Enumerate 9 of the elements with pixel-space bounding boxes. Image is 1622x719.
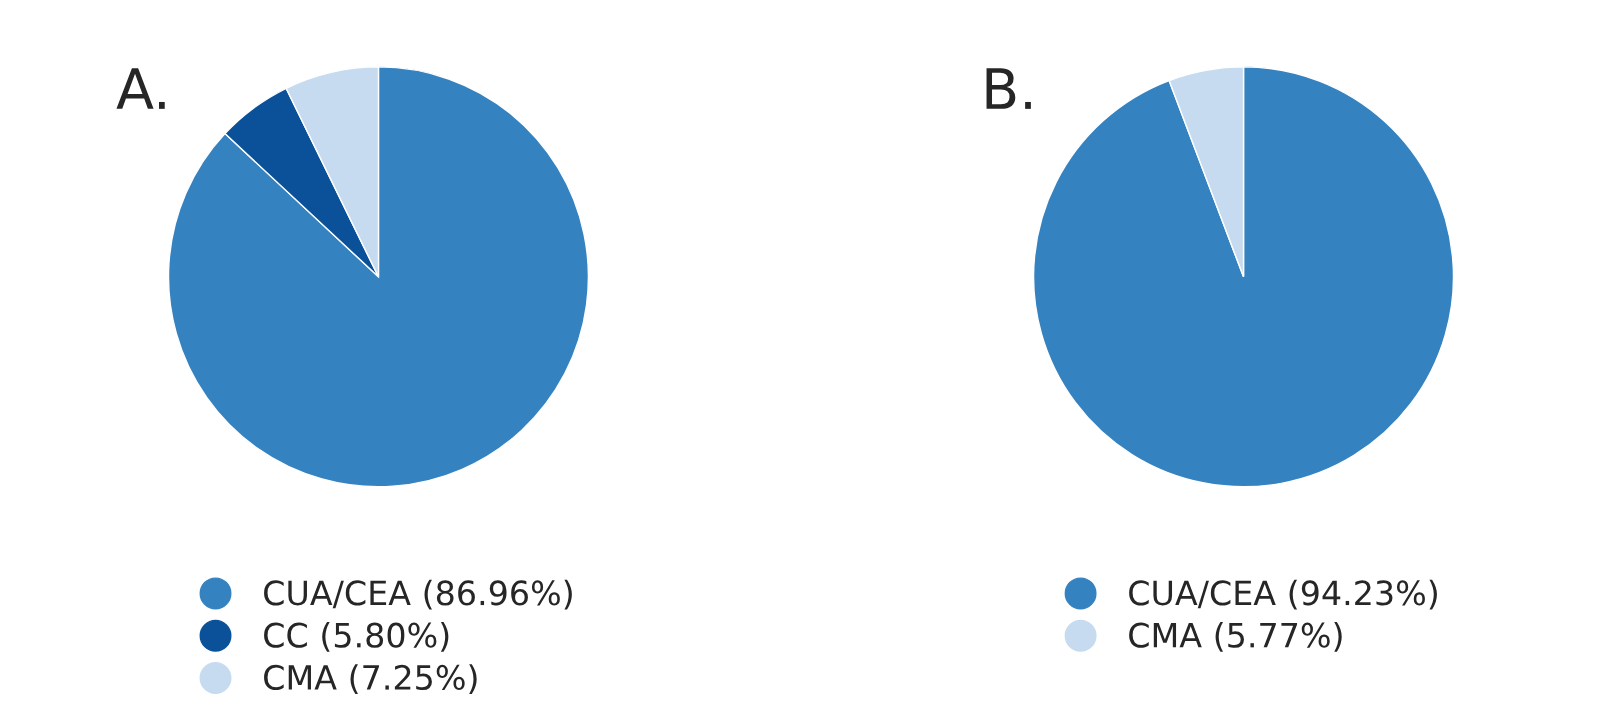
legend-label: CUA/CEA (86.96%) [264,579,572,610]
legend-label: CMA (7.25%) [264,664,477,694]
legend-label: CC (5.80%) [264,622,449,652]
pie-slice [1032,66,1455,488]
pie-slice [167,66,590,488]
chart-title: B. [986,68,1031,109]
legend-label: CMA (5.77%) [1129,622,1342,652]
chart-title: A. [116,68,165,109]
legend-label: CUA/CEA (94.23%) [1129,579,1437,610]
